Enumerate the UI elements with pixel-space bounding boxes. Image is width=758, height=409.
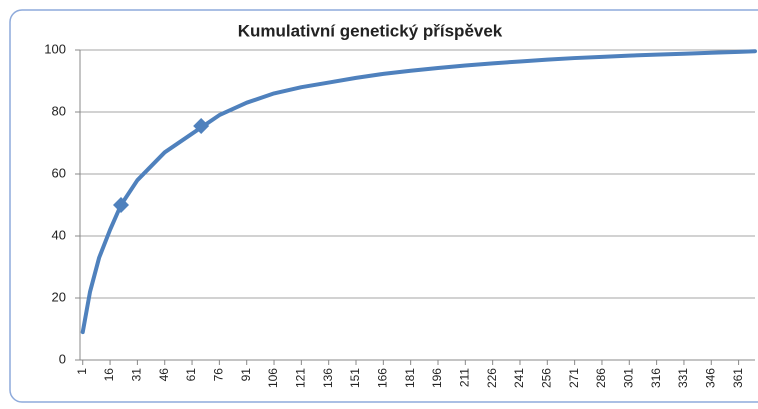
x-tick-label: 211 xyxy=(457,368,471,387)
x-tick-label: 301 xyxy=(621,368,635,388)
x-tick-label: 181 xyxy=(403,368,417,388)
y-tick-label: 80 xyxy=(52,103,66,118)
chart-frame xyxy=(9,9,758,403)
x-tick-label: 166 xyxy=(376,368,390,388)
y-tick-label: 100 xyxy=(44,41,66,56)
line xyxy=(80,49,757,335)
x-tick-label: 226 xyxy=(485,368,499,388)
x-tick-label: 196 xyxy=(430,368,444,388)
marker xyxy=(193,117,210,134)
x-tick-label: 361 xyxy=(731,368,745,388)
x-tick-label: 331 xyxy=(676,368,690,388)
x-tick-label: 31 xyxy=(130,368,144,382)
x-tick-label: 151 xyxy=(348,368,362,388)
y-tick-label: 40 xyxy=(52,227,66,242)
x-tick-label: 1 xyxy=(75,368,89,375)
x-tick-label: 271 xyxy=(567,368,581,388)
marker xyxy=(112,197,129,213)
x-tick-label: 16 xyxy=(102,368,116,382)
x-tick-label: 61 xyxy=(184,368,198,382)
x-tick-label: 106 xyxy=(266,368,280,388)
x-tick-label: 91 xyxy=(239,368,253,382)
chart-title: Kumulativní genetický příspěvek xyxy=(238,21,503,40)
x-tick-label: 121 xyxy=(294,368,308,388)
x-tick-label: 76 xyxy=(212,368,226,382)
y-tick-label: 0 xyxy=(59,351,66,366)
x-tick-label: 316 xyxy=(649,368,663,388)
x-tick-label: 241 xyxy=(512,368,526,388)
x-tick-label: 286 xyxy=(594,368,608,388)
x-tick-label: 346 xyxy=(703,368,717,388)
y-tick-label: 20 xyxy=(52,289,66,304)
x-tick-label: 136 xyxy=(321,368,335,388)
x-tick-label: 256 xyxy=(539,368,553,388)
y-tick-label: 60 xyxy=(52,165,66,180)
x-tick-label: 46 xyxy=(157,368,171,382)
